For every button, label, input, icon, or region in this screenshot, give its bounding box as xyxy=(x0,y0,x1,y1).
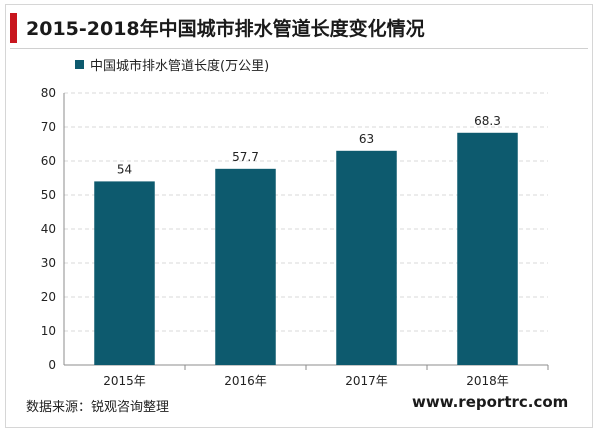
label-layer: 54 57.7 63 68.3 xyxy=(117,114,501,177)
y-tick-label: 20 xyxy=(41,290,56,304)
data-label: 68.3 xyxy=(474,114,501,128)
y-tick-label: 60 xyxy=(41,154,56,168)
website-link[interactable]: www.reportrc.com xyxy=(412,393,569,411)
x-tick-label: 2017年 xyxy=(345,374,388,388)
title-divider xyxy=(10,48,588,49)
data-label: 57.7 xyxy=(232,150,259,164)
chart-legend: 中国城市排水管道长度(万公里) xyxy=(75,55,269,74)
y-tick-label: 30 xyxy=(41,256,56,270)
y-tick-label: 40 xyxy=(41,222,56,236)
data-source: 数据来源：锐观咨询整理 xyxy=(26,400,170,415)
bar-layer xyxy=(94,132,518,365)
y-tick-label: 80 xyxy=(41,86,56,100)
y-tick-label: 10 xyxy=(41,324,56,338)
x-tick-label: 2015年 xyxy=(103,374,146,388)
y-tick-label: 50 xyxy=(41,188,56,202)
legend-swatch xyxy=(75,60,84,69)
x-tick-label: 2016年 xyxy=(224,374,267,388)
y-tick-label: 0 xyxy=(48,358,56,372)
page-title: 2015-2018年中国城市排水管道长度变化情况 xyxy=(26,18,425,40)
bar xyxy=(336,150,397,365)
bar xyxy=(94,181,155,365)
y-tick-label: 70 xyxy=(41,120,56,134)
data-label: 54 xyxy=(117,162,132,176)
title-accent-bar xyxy=(10,13,17,43)
data-label: 63 xyxy=(359,132,374,146)
bar xyxy=(215,168,276,365)
x-tick-label: 2018年 xyxy=(466,374,509,388)
bar xyxy=(457,132,518,365)
legend-label: 中国城市排水管道长度(万公里) xyxy=(90,59,270,74)
